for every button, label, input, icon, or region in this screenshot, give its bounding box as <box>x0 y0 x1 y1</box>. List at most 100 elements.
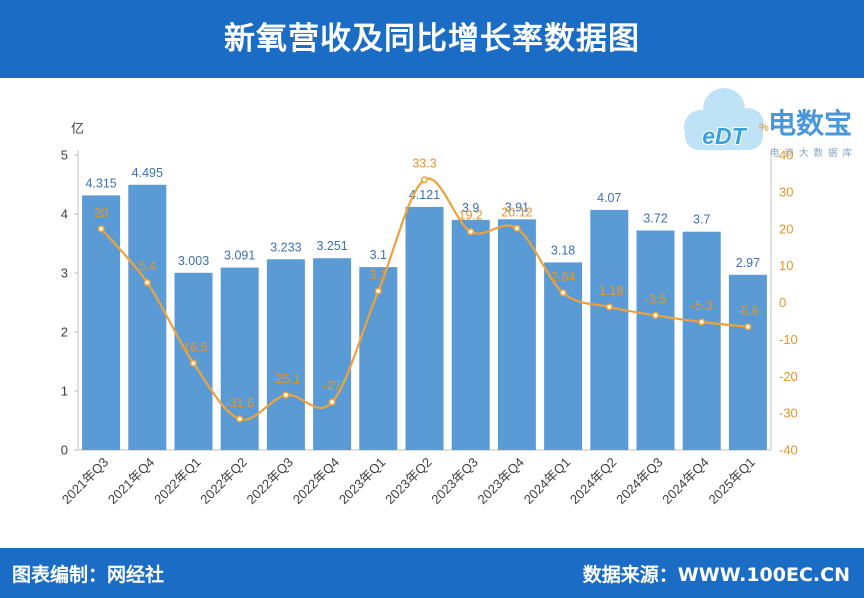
revenue-label-11: 3.18 <box>551 243 575 257</box>
left-tick-label-5: 4 <box>61 207 68 222</box>
growth-label-1: 20 <box>94 206 108 220</box>
x-tick-label-9: 2023年Q3 <box>428 455 481 508</box>
growth-label-4: -31.6 <box>225 396 254 410</box>
logo-tagline: 电商大数据库 <box>770 147 857 159</box>
growth-point-8 <box>420 176 429 184</box>
footer-source: 数据来源：WWW.100EC.CN <box>582 563 850 586</box>
growth-point-1 <box>97 225 105 233</box>
growth-point-6 <box>328 398 336 406</box>
growth-label-10: 20.12 <box>501 205 532 219</box>
right-tick-label-6: -10 <box>779 332 798 347</box>
revenue-bar-1 <box>82 195 121 450</box>
right-tick-label-7: -20 <box>779 369 798 384</box>
growth-label-12: -1.18 <box>595 284 624 298</box>
x-tick-label-6: 2022年Q4 <box>290 455 343 508</box>
growth-label-5: -25.1 <box>272 372 301 386</box>
x-tick-label-3: 2022年Q1 <box>151 455 204 508</box>
revenue-label-2: 4.495 <box>132 166 163 180</box>
growth-point-5 <box>282 391 290 399</box>
x-tick-label-10: 2023年Q4 <box>475 455 528 508</box>
right-tick-label-3: 20 <box>779 221 793 236</box>
revenue-bar-14 <box>682 231 721 450</box>
growth-point-13 <box>651 311 660 319</box>
growth-point-14 <box>698 318 706 326</box>
left-tick-label-6: 5 <box>61 148 68 163</box>
left-tick-label-4: 3 <box>61 266 68 281</box>
growth-line <box>100 177 749 421</box>
revenue-bar-2 <box>128 184 167 451</box>
revenue-bar-13 <box>636 230 675 450</box>
growth-point-7 <box>374 287 382 295</box>
x-tick-label-8: 2023年Q2 <box>382 455 435 508</box>
growth-point-2 <box>143 279 151 287</box>
revenue-bar-12 <box>590 209 629 450</box>
revenue-label-3: 3.003 <box>178 254 209 268</box>
footer-credit: 图表编制：网经社 <box>12 563 165 586</box>
revenue-label-9: 3.9 <box>462 201 479 215</box>
right-tick-label-5: 0 <box>779 295 786 310</box>
revenue-label-8: 4.121 <box>409 188 440 202</box>
growth-label-8: 33.3 <box>412 157 436 171</box>
revenue-bar-5 <box>266 259 305 450</box>
growth-label-11: 2.64 <box>551 270 575 284</box>
revenue-label-12: 4.07 <box>597 191 621 205</box>
revenue-label-13: 3.72 <box>643 212 667 226</box>
x-tick-label-7: 2023年Q1 <box>336 455 389 508</box>
revenue-bar-10 <box>497 219 536 450</box>
revenue-label-5: 3.233 <box>270 240 301 254</box>
x-tick-label-12: 2024年Q2 <box>567 455 620 508</box>
growth-point-10 <box>513 224 521 232</box>
right-tick-label-8: -30 <box>779 406 798 421</box>
revenue-label-7: 3.1 <box>370 248 387 262</box>
x-tick-label-4: 2022年Q2 <box>197 455 250 508</box>
growth-label-13: -3.5 <box>645 292 667 306</box>
right-tick-label-9: -40 <box>779 443 798 458</box>
left-tick-label-1: 0 <box>61 443 68 458</box>
revenue-bars: 4.315 4.495 3.003 3.091 3.233 3.251 3.1 4.121 3.… <box>82 166 767 451</box>
right-tick-label-1: 40 <box>779 148 793 163</box>
right-axis-unit: % <box>759 122 769 134</box>
x-tick-label-11: 2024年Q1 <box>521 455 574 508</box>
cloud-logo-icon <box>684 88 764 150</box>
growth-label-6: -27 <box>323 379 341 393</box>
revenue-bar-7 <box>359 267 398 450</box>
growth-point-9 <box>467 228 475 236</box>
growth-label-14: -5.3 <box>691 299 713 313</box>
revenue-label-14: 3.7 <box>693 213 710 227</box>
revenue-label-15: 2.97 <box>736 256 760 270</box>
growth-line-series: 20 5.4 -16.5 -31.6 -25.1 -27 3.1 33.3 19.2 20.12 2… <box>94 157 759 423</box>
revenue-bar-4 <box>220 267 259 450</box>
revenue-bar-8 <box>405 206 444 450</box>
revenue-bar-6 <box>313 258 352 450</box>
revenue-bar-9 <box>451 219 490 450</box>
x-tick-label-15: 2025年Q1 <box>706 455 759 508</box>
growth-label-9: 19.2 <box>459 209 483 223</box>
footer-banner: 图表编制：网经社 数据来源：WWW.100EC.CN <box>0 548 864 598</box>
left-tick-label-2: 1 <box>61 384 68 399</box>
logo-mark: eDT <box>702 123 747 149</box>
growth-point-15 <box>744 323 752 331</box>
cloud-shape <box>685 121 763 150</box>
left-axis-unit: 亿 <box>71 121 84 136</box>
chart-title: 新氧营收及同比增长率数据图 <box>224 20 640 57</box>
revenue-bar-15 <box>728 274 767 450</box>
revenue-label-1: 4.315 <box>85 176 116 190</box>
growth-point-11 <box>559 289 567 297</box>
title-banner: 新氧营收及同比增长率数据图 <box>0 0 864 78</box>
x-tick-label-13: 2024年Q3 <box>613 455 666 508</box>
growth-label-15: -6.6 <box>737 304 759 318</box>
growth-label-3: -16.5 <box>179 340 208 354</box>
growth-point-3 <box>189 359 198 367</box>
revenue-label-10: 3.91 <box>505 200 529 214</box>
right-tick-label-4: 10 <box>779 258 793 273</box>
growth-point-4 <box>236 415 244 423</box>
right-tick-label-2: 30 <box>779 184 793 199</box>
revenue-label-6: 3.251 <box>316 239 347 253</box>
left-tick-label-3: 2 <box>61 325 68 340</box>
x-tick-label-1: 2021年Q3 <box>59 455 112 508</box>
edt-logo: eDT 电数宝 电商大数据库 <box>684 88 857 159</box>
x-tick-label-5: 2022年Q3 <box>244 455 297 508</box>
growth-label-7: 3.1 <box>370 268 387 282</box>
growth-point-12 <box>605 303 613 311</box>
